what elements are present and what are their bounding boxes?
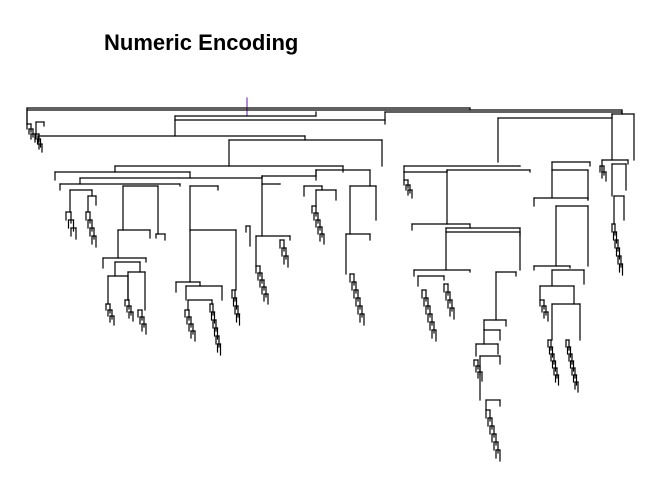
page-title: Numeric Encoding [104, 30, 299, 55]
